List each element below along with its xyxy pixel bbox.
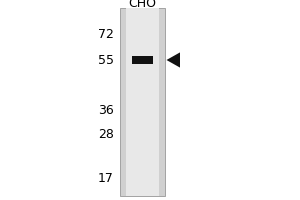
Text: 17: 17 — [98, 171, 114, 184]
Bar — [120, 8, 165, 196]
Text: 28: 28 — [98, 128, 114, 140]
Polygon shape — [167, 52, 180, 68]
Text: 36: 36 — [98, 104, 114, 116]
Bar — [126, 8, 159, 196]
Text: 55: 55 — [98, 53, 114, 66]
Text: 72: 72 — [98, 27, 114, 40]
Bar — [132, 56, 153, 64]
Text: CHO: CHO — [128, 0, 157, 10]
